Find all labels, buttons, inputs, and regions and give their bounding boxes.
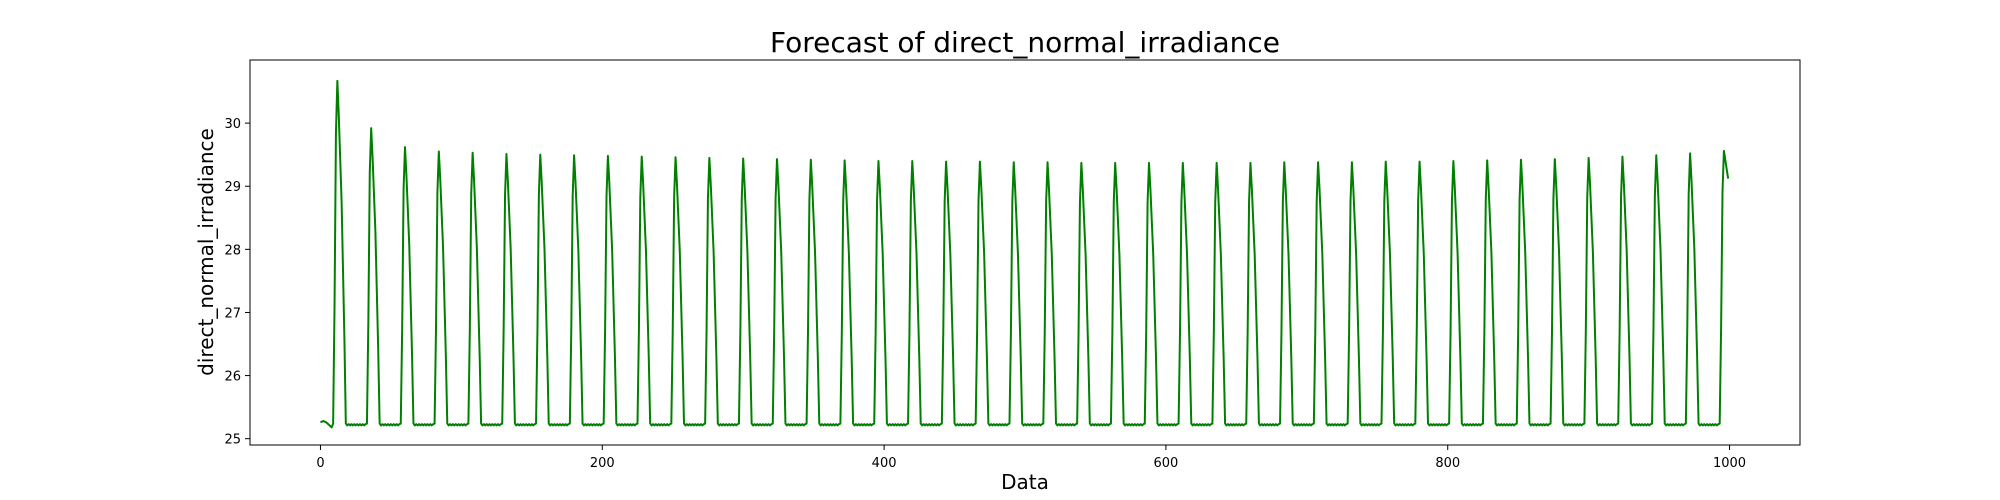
x-axis: 0 200 400 600 800 1000 (316, 445, 1746, 471)
x-tick-label: 0 (316, 456, 324, 471)
x-tick-label: 1000 (1713, 456, 1746, 471)
y-tick-label: 25 (224, 433, 241, 448)
x-axis-label: Data (1001, 470, 1049, 494)
y-tick-label: 27 (224, 306, 241, 321)
chart-title: Forecast of direct_normal_irradiance (770, 26, 1280, 59)
x-tick-label: 800 (1435, 456, 1460, 471)
y-axis-label: direct_normal_irradiance (194, 128, 218, 376)
y-tick-label: 30 (224, 117, 241, 132)
y-tick-label: 28 (224, 243, 241, 258)
x-tick-label: 600 (1153, 456, 1178, 471)
x-tick-label: 200 (590, 456, 615, 471)
x-tick-label: 400 (872, 456, 897, 471)
series-line (320, 79, 1730, 429)
series-layer (320, 79, 1730, 429)
y-tick-label: 26 (224, 370, 241, 385)
y-axis: 25 26 27 28 29 30 (224, 117, 250, 448)
y-tick-label: 29 (224, 180, 241, 195)
plot-frame (249, 59, 1801, 446)
